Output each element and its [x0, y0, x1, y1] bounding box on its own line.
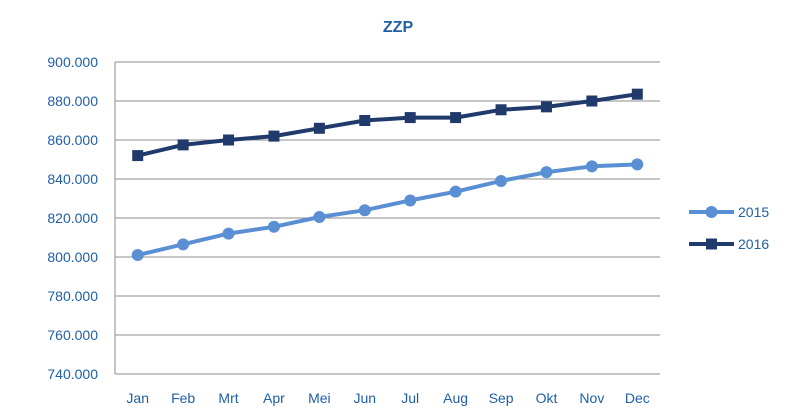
- data-point: [268, 130, 280, 142]
- legend-marker: [705, 206, 718, 218]
- y-tick-label: 820.000: [47, 210, 98, 226]
- series-line-2016: [137, 92, 638, 158]
- x-tick-label: Mei: [308, 390, 331, 406]
- data-point: [359, 115, 371, 126]
- y-axis: 740.000 760.000 780.000 800.000 820.000 840.0…: [47, 54, 98, 382]
- series-2016: [132, 88, 643, 162]
- x-tick-label: Feb: [171, 390, 195, 406]
- data-point: [223, 134, 235, 146]
- x-tick-label: Nov: [579, 390, 604, 406]
- legend: 2015 2016: [689, 204, 769, 252]
- data-point: [586, 95, 598, 107]
- data-point: [540, 101, 552, 113]
- plot-series: [131, 88, 644, 262]
- x-tick-label: Jun: [354, 390, 377, 406]
- data-point: [449, 185, 462, 198]
- data-point: [313, 122, 325, 134]
- data-point: [540, 166, 553, 179]
- y-tick-label: 880.000: [47, 93, 98, 109]
- data-point: [177, 139, 189, 151]
- data-point: [585, 160, 598, 173]
- x-tick-label: Dec: [625, 390, 650, 406]
- legend-item-2015: 2015: [689, 204, 769, 220]
- data-point: [495, 174, 508, 187]
- x-tick-label: Mrt: [218, 390, 238, 406]
- series-2015: [131, 158, 644, 262]
- data-point: [450, 112, 462, 124]
- x-tick-label: Sep: [489, 390, 514, 406]
- legend-item-2016: 2016: [689, 236, 769, 252]
- y-tick-label: 780.000: [47, 288, 98, 304]
- x-axis: Jan Feb Mrt Apr Mei Jun Jul Aug Sep Okt Nov Dec: [126, 390, 649, 406]
- data-point: [177, 238, 190, 251]
- data-point: [631, 88, 643, 100]
- series-line-2015: [137, 162, 638, 258]
- y-tick-label: 740.000: [47, 366, 98, 382]
- data-point: [132, 150, 144, 162]
- data-point: [267, 220, 280, 233]
- y-tick-label: 840.000: [47, 171, 98, 187]
- data-point: [404, 194, 417, 207]
- legend-label: 2016: [738, 236, 769, 252]
- y-tick-label: 800.000: [47, 249, 98, 265]
- x-tick-label: Aug: [443, 390, 468, 406]
- y-tick-label: 760.000: [47, 327, 98, 343]
- data-point: [358, 204, 371, 217]
- x-tick-label: Jul: [401, 390, 419, 406]
- legend-marker: [706, 238, 717, 250]
- x-tick-label: Okt: [536, 390, 558, 406]
- data-point: [131, 249, 144, 262]
- x-tick-label: Apr: [263, 390, 285, 406]
- grid-lines: [114, 61, 660, 375]
- y-tick-label: 860.000: [47, 132, 98, 148]
- y-tick-label: 900.000: [47, 54, 98, 70]
- data-point: [495, 104, 507, 116]
- legend-label: 2015: [738, 204, 769, 220]
- data-point: [222, 227, 235, 240]
- data-point: [631, 158, 644, 171]
- data-point: [313, 211, 326, 224]
- x-tick-label: Jan: [126, 390, 149, 406]
- chart-title: ZZP: [383, 19, 414, 36]
- data-point: [404, 112, 416, 124]
